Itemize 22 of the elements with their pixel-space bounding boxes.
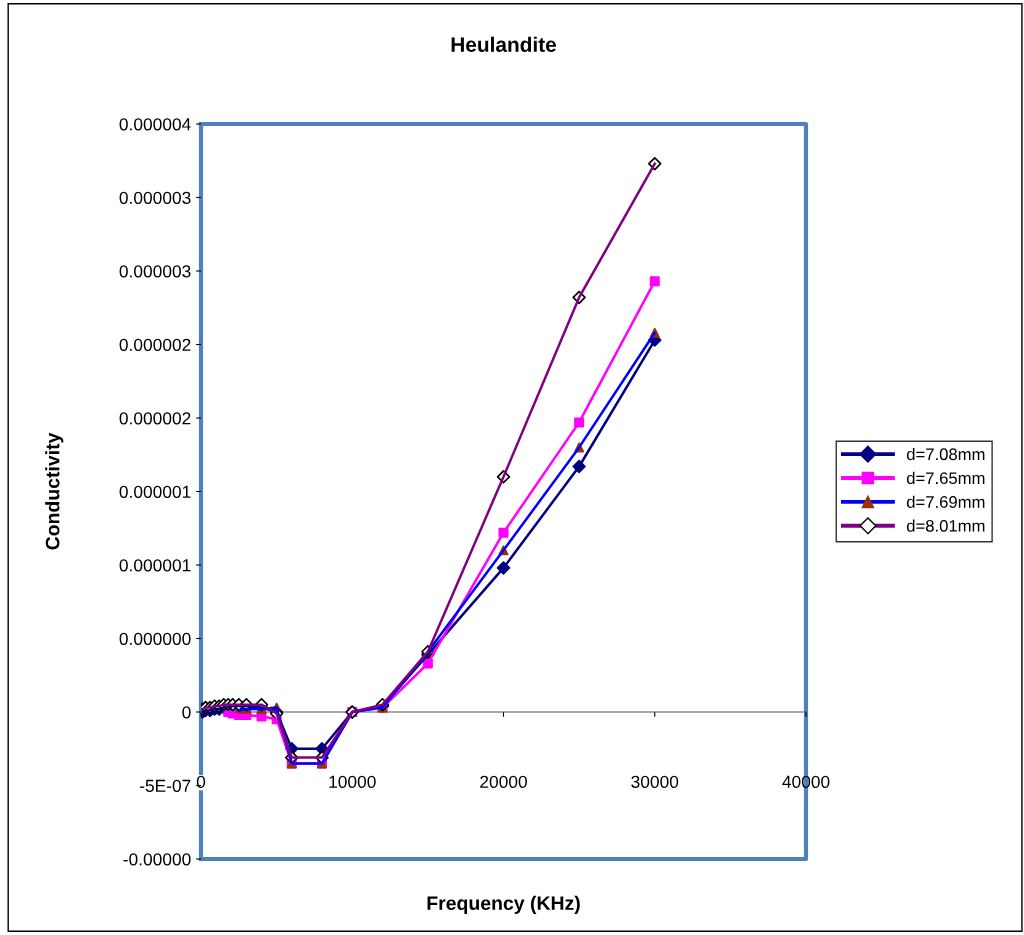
x-axis-title: Frequency (KHz) xyxy=(427,895,580,914)
legend-label: d=8.01mm xyxy=(906,519,985,532)
chart-title: Heulandite xyxy=(451,36,557,52)
x-tick-label: 30000 xyxy=(631,775,679,788)
y-tick-label: 0.000003 xyxy=(119,265,191,278)
y-tick-label: -0.00000 xyxy=(123,853,191,866)
x-tick-label: 20000 xyxy=(480,775,527,788)
legend-label: d=7.08mm xyxy=(906,447,985,461)
y-tick-label: 0 xyxy=(182,706,191,719)
y-tick-label: 0.000004 xyxy=(119,118,191,131)
y-tick-label: -5E-07 xyxy=(139,779,191,792)
y-tick-label: 0.000002 xyxy=(119,338,191,351)
x-tick-label: 10000 xyxy=(329,775,376,788)
y-tick-label: 0.000001 xyxy=(119,559,191,572)
legend-label: d=7.65mm xyxy=(906,471,985,485)
y-tick-label: 0.000003 xyxy=(119,191,191,204)
x-tick-label: 0 xyxy=(196,775,206,788)
y-axis-title: Conductivity xyxy=(45,432,64,550)
y-tick-label: 0.000001 xyxy=(119,485,191,498)
y-tick-label: 0.000002 xyxy=(119,412,191,425)
legend-label: d=7.69mm xyxy=(906,495,985,508)
y-tick-label: 0.000000 xyxy=(119,632,191,645)
